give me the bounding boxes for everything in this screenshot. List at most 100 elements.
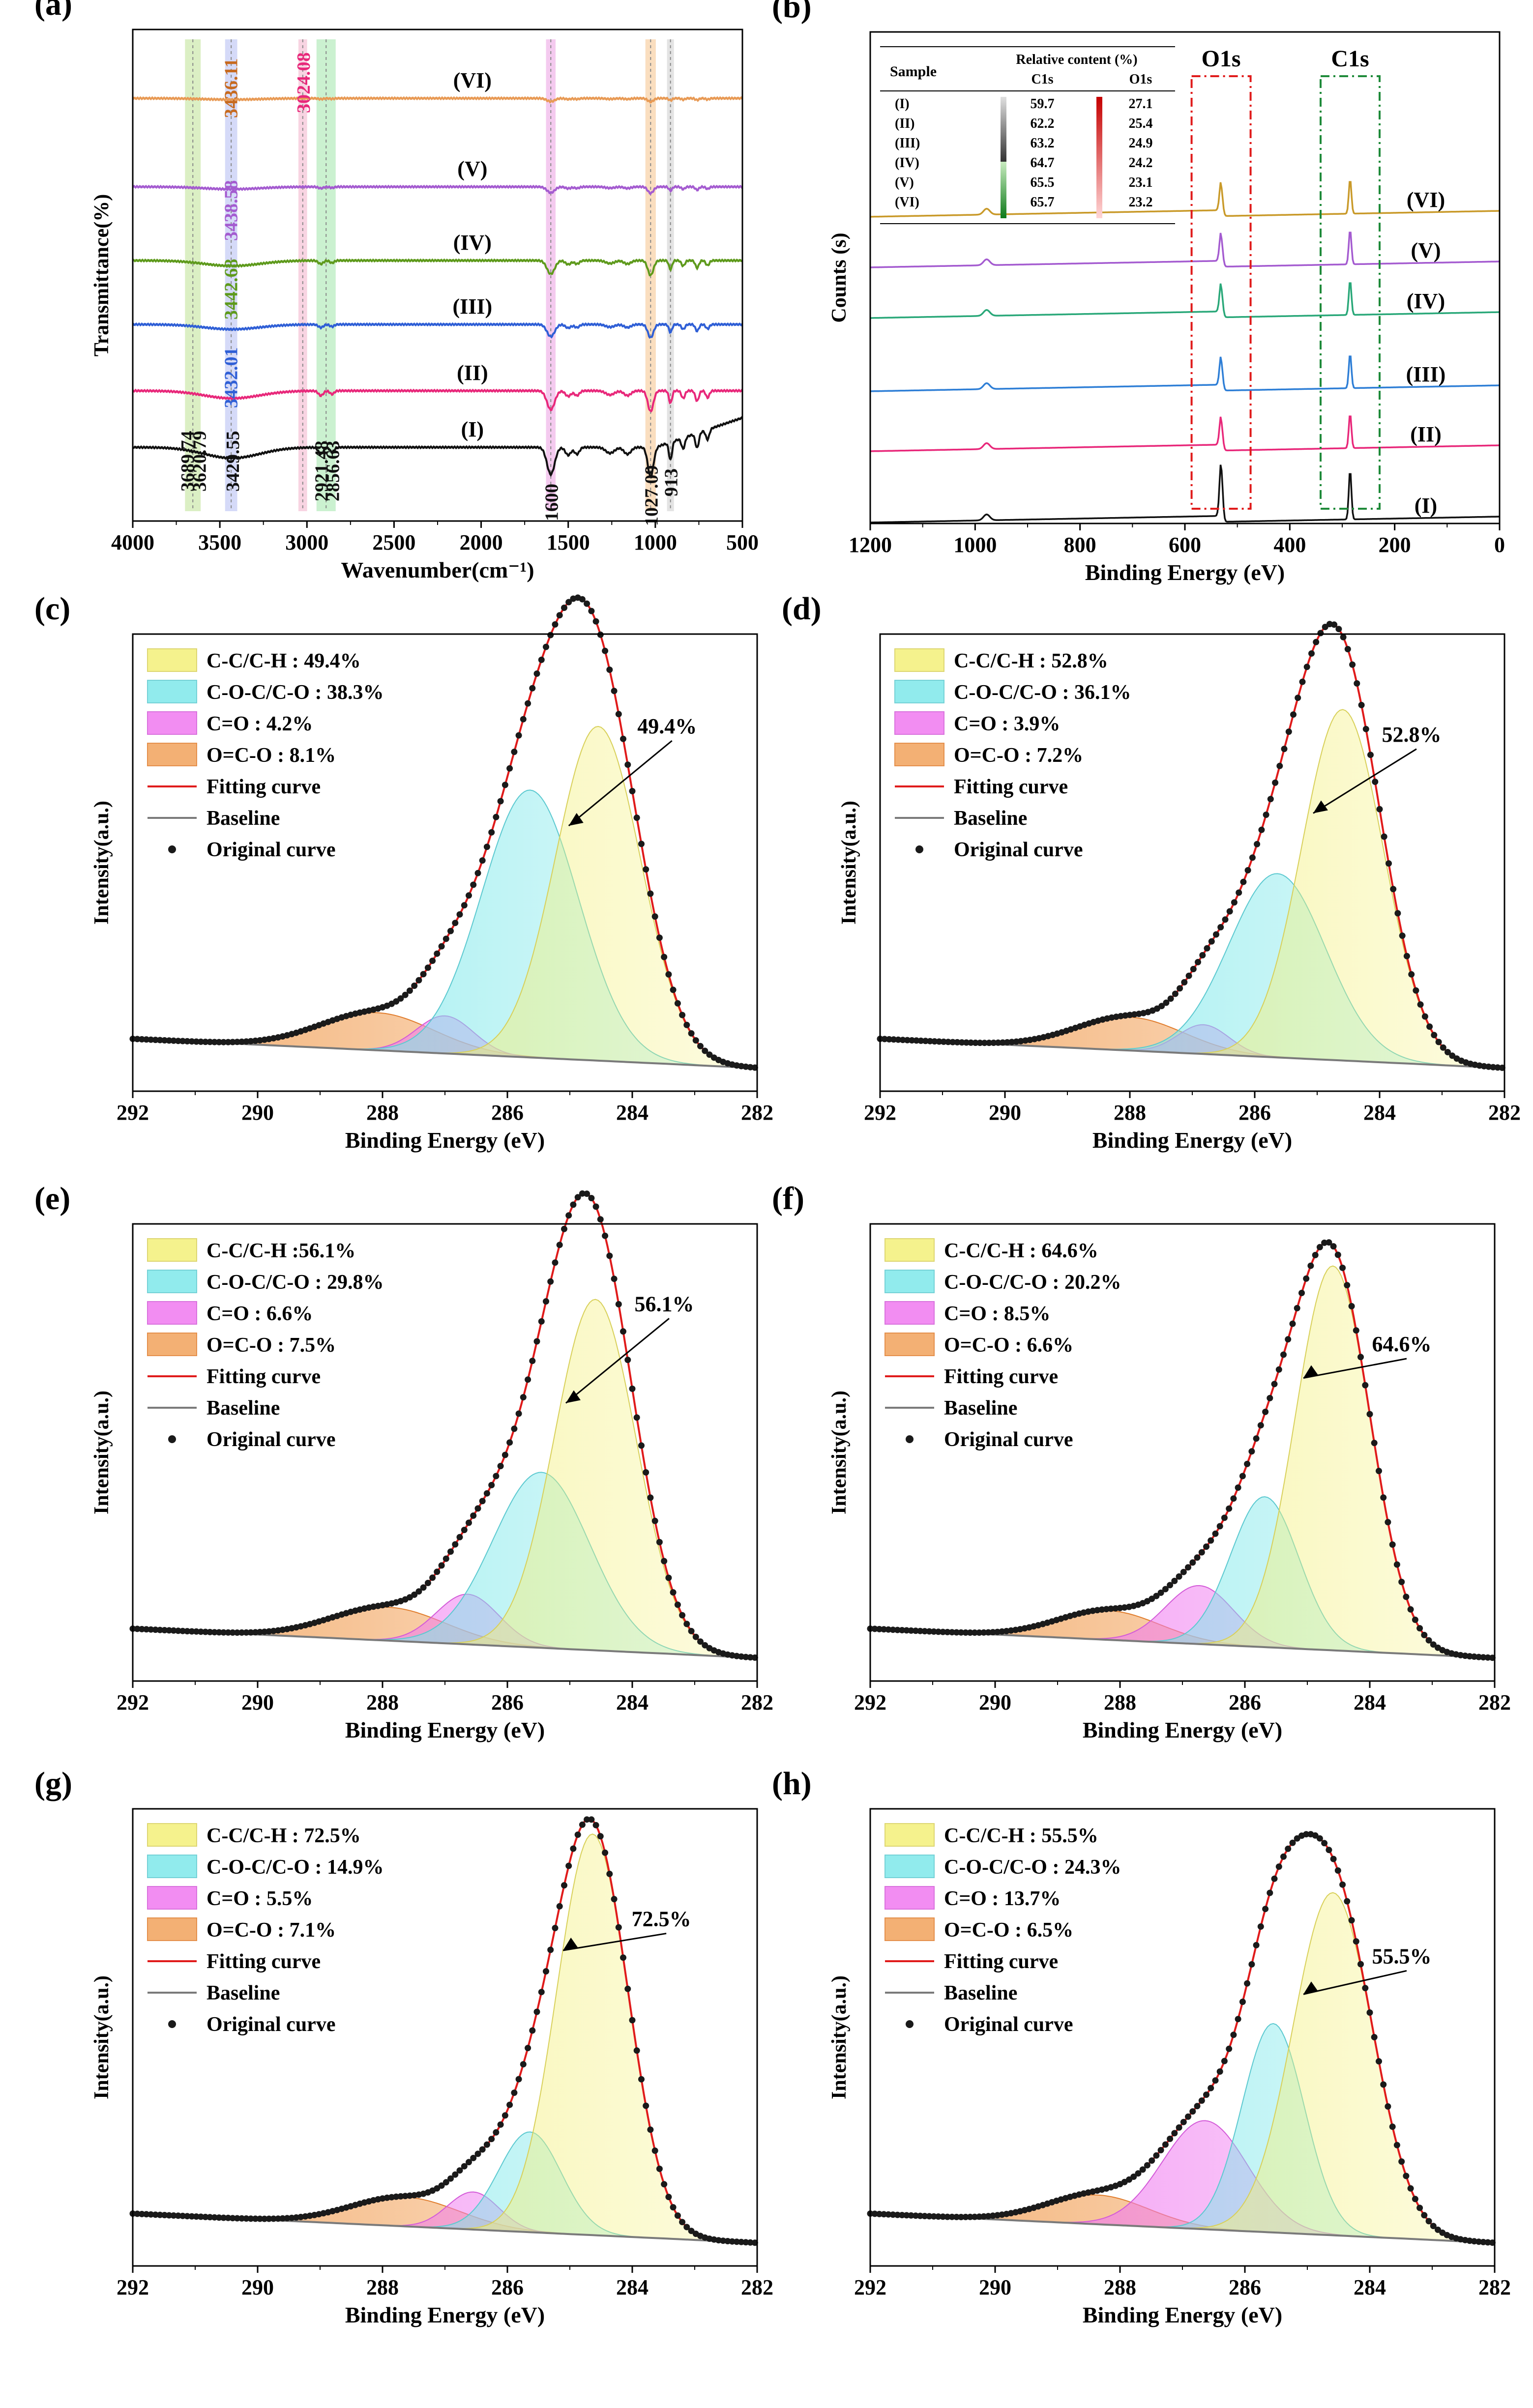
- x-tick-label: 282: [1478, 1690, 1511, 1714]
- original-data-point: [434, 1568, 441, 1575]
- legend-label: C-O-C/C-O : 36.1%: [954, 681, 1131, 704]
- x-axis-label: Binding Energy (eV): [345, 1717, 545, 1742]
- original-data-point: [989, 1629, 996, 1636]
- original-data-point: [206, 1628, 213, 1635]
- callout-label: 56.1%: [634, 1292, 694, 1316]
- callout-label: 55.5%: [1372, 1944, 1431, 1968]
- original-data-point: [202, 2213, 209, 2220]
- original-data-point: [606, 667, 613, 673]
- legend-label: C=O : 8.5%: [944, 1303, 1050, 1325]
- original-data-point: [1253, 1942, 1260, 1948]
- original-data-point: [1216, 2068, 1223, 2075]
- original-data-point: [275, 2215, 282, 2222]
- original-data-point: [985, 2213, 992, 2220]
- original-data-point: [1212, 1530, 1219, 1537]
- original-data-point: [643, 2102, 649, 2109]
- original-data-point: [1167, 2135, 1174, 2142]
- original-data-point: [442, 1555, 449, 1562]
- original-data-point: [962, 2213, 969, 2220]
- original-data-point: [565, 599, 572, 606]
- original-data-point: [940, 1038, 947, 1045]
- x-axis-label: Wavenumber(cm⁻¹): [341, 557, 534, 582]
- original-data-point: [543, 1968, 549, 1975]
- legend-marker-original: [906, 2020, 914, 2028]
- x-tick-label: 292: [854, 2275, 886, 2299]
- x-tick-label: 0: [1494, 533, 1505, 557]
- panel-e-c1s-fit: 56.1% C-C/C-H :56.1% C-O-C/C-O : 29.8% C=O …: [34, 1181, 773, 1742]
- x-tick-label: 288: [1104, 1690, 1136, 1714]
- panel-h-c1s-fit: 55.5% C-C/C-H : 55.5% C-O-C/C-O : 24.3% C=O…: [772, 1766, 1511, 2327]
- legend-swatch: [894, 680, 944, 703]
- original-data-point: [1354, 680, 1360, 687]
- original-data-point: [733, 2238, 740, 2245]
- original-data-point: [999, 1039, 1006, 1046]
- original-data-point: [515, 1410, 522, 1417]
- original-data-point: [466, 1519, 472, 1526]
- original-data-point: [161, 2212, 168, 2218]
- original-data-point: [1307, 1262, 1314, 1269]
- original-data-point: [1430, 1641, 1437, 1648]
- original-data-point: [1157, 2147, 1164, 2153]
- legend-label: Fitting curve: [954, 776, 1068, 798]
- original-data-point: [889, 1626, 896, 1633]
- original-data-point: [1366, 2009, 1373, 2016]
- x-tick-label: 1500: [547, 530, 590, 554]
- original-data-point: [742, 2239, 749, 2246]
- original-data-point: [570, 1201, 577, 1208]
- original-data-point: [944, 2213, 951, 2220]
- original-data-point: [216, 2214, 222, 2221]
- original-data-point: [270, 2215, 277, 2222]
- original-data-point: [651, 2147, 658, 2154]
- original-data-point: [220, 1039, 227, 1045]
- original-data-point: [638, 1442, 645, 1449]
- panel-label: (g): [34, 1766, 72, 1801]
- original-data-point: [1494, 1064, 1501, 1071]
- original-data-point: [683, 1021, 690, 1028]
- legend-swatch: [894, 743, 944, 766]
- original-data-point: [147, 1036, 154, 1043]
- table-col-c1s: C1s: [1031, 72, 1053, 87]
- original-data-point: [661, 1558, 668, 1565]
- original-data-point: [1222, 916, 1229, 923]
- original-data-point: [720, 2237, 727, 2244]
- original-data-point: [156, 1037, 163, 1044]
- original-data-point: [747, 1654, 754, 1661]
- legend-label: Original curve: [206, 839, 335, 861]
- original-data-point: [651, 913, 658, 920]
- original-data-point: [506, 2101, 513, 2108]
- original-data-point: [1203, 1543, 1209, 1550]
- original-data-point: [611, 688, 618, 695]
- ftir-series-line: [132, 258, 743, 277]
- ftir-series-line: [132, 388, 743, 413]
- original-data-point: [1407, 2185, 1414, 2192]
- original-data-point: [1285, 728, 1292, 735]
- table-o1s-value: 27.1: [1129, 96, 1153, 112]
- original-data-point: [1435, 2226, 1441, 2233]
- original-data-point: [738, 2238, 745, 2245]
- original-data-point: [1344, 1282, 1351, 1289]
- x-tick-label: 800: [1064, 533, 1096, 557]
- x-tick-label: 1000: [953, 533, 997, 557]
- original-data-point: [611, 1896, 618, 1903]
- original-data-point: [1480, 1654, 1487, 1661]
- y-axis-label: Intensity(a.u.): [838, 801, 860, 925]
- y-axis-label: Transmittance(%): [90, 194, 113, 356]
- original-data-point: [935, 1628, 942, 1635]
- x-axis-label: Binding Energy (eV): [345, 1128, 545, 1153]
- original-data-point: [876, 1625, 883, 1632]
- gradient-bar-green: [1001, 162, 1006, 218]
- original-data-point: [647, 890, 654, 897]
- original-data-point: [706, 1051, 713, 1058]
- original-data-point: [134, 2210, 141, 2217]
- original-data-point: [1262, 1408, 1269, 1415]
- original-data-point: [912, 2212, 919, 2219]
- peak-annotation: 3432.01: [221, 348, 241, 408]
- original-data-point: [665, 971, 672, 978]
- x-tick-label: 286: [1229, 2275, 1261, 2299]
- y-axis-label: Intensity(a.u.): [90, 1391, 113, 1514]
- original-data-point: [1239, 1999, 1246, 2005]
- original-data-point: [1471, 1653, 1477, 1660]
- original-data-point: [702, 1642, 708, 1649]
- original-data-point: [238, 1629, 245, 1636]
- original-data-point: [447, 1548, 454, 1555]
